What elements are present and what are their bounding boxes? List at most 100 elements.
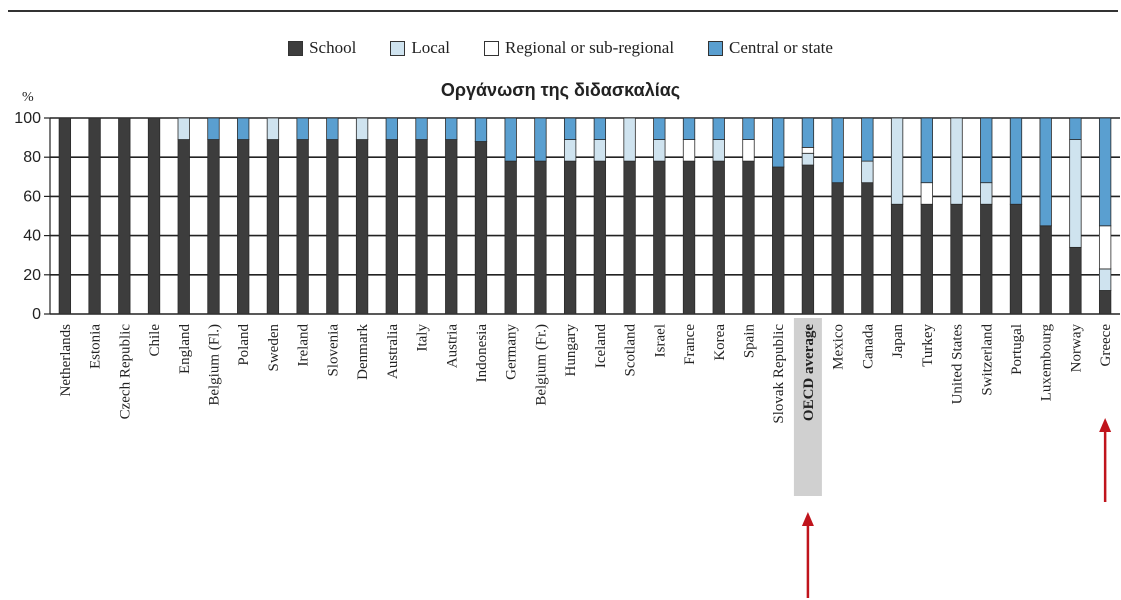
bar-segment-central-or-state [385, 117, 398, 140]
bar-segment-central-or-state [920, 117, 933, 184]
red-arrow-head [801, 512, 814, 526]
category-label: Japan [890, 324, 906, 359]
category-label: Slovenia [325, 324, 341, 377]
category-label: Switzerland [979, 324, 995, 396]
bar-segment-school [58, 117, 72, 315]
y-tick-label: 100 [14, 110, 41, 127]
legend-label-local: Local [411, 38, 451, 57]
bar-segment-local [861, 160, 874, 184]
bar-segment-central-or-state [415, 117, 428, 140]
bar-segment-central-or-state [296, 117, 309, 140]
category-label: Spain [741, 324, 757, 359]
bar-segment-school [177, 139, 190, 315]
category-label: Germany [504, 324, 520, 380]
bar-segment-central-or-state [801, 117, 815, 148]
bar-segment-school [682, 160, 696, 315]
bar-segment-school [772, 166, 785, 315]
bar-segment-central-or-state [712, 117, 725, 140]
bar-segment-central-or-state [474, 117, 488, 142]
bar-segment-school [504, 160, 517, 315]
bar-segment-school [563, 160, 577, 315]
category-label: Korea [712, 324, 728, 361]
bar-segment-central-or-state [980, 117, 993, 184]
y-tick-label: 20 [23, 267, 41, 284]
legend-swatch-local [390, 40, 406, 56]
highlight-band [793, 318, 822, 496]
category-label: Belgium (Fr.) [533, 324, 549, 406]
bar-segment-central-or-state [1009, 117, 1023, 205]
bar-segment-school [88, 117, 101, 315]
bar-segment-central-or-state [237, 117, 250, 140]
bar-segment-school [653, 160, 666, 315]
bar-segment-school [920, 203, 933, 315]
y-axis-unit: % [22, 90, 34, 105]
y-tick-label: 0 [32, 306, 41, 323]
bar-segment-school [534, 160, 547, 315]
bar-segment-school [445, 139, 458, 315]
bar-segment-school [1069, 246, 1082, 315]
bar-segment-school [237, 139, 250, 315]
red-arrow-head [1099, 418, 1112, 432]
category-label: Austria [444, 324, 460, 369]
bar-segment-school [118, 117, 131, 315]
bar-segment-school [147, 117, 161, 315]
category-label: Luxembourg [1039, 324, 1055, 402]
bar-segment-local [950, 117, 963, 205]
legend: School Local Regional or sub-regional Ce… [0, 38, 1121, 58]
category-label: Israel [652, 324, 668, 357]
bar-segment-school [742, 160, 755, 315]
bar-segment-local [177, 117, 190, 140]
legend-swatch-central [708, 40, 724, 56]
bar-segment-central-or-state [563, 117, 577, 140]
category-label: Czech Republic [117, 324, 133, 420]
bar-segment-central-or-state [1039, 117, 1052, 227]
category-label: Scotland [623, 324, 639, 377]
category-label: Poland [236, 324, 252, 366]
bar-segment-central-or-state [207, 117, 220, 140]
legend-item-local: Local [390, 38, 450, 58]
category-label: Italy [415, 324, 431, 352]
category-label: Chile [147, 324, 163, 357]
category-label: Portugal [1009, 324, 1025, 375]
bar-segment-school [1039, 225, 1052, 315]
category-label: France [682, 324, 698, 365]
bar-segment-school [1098, 290, 1112, 315]
bar-segment-local [980, 182, 993, 205]
y-tick-label: 40 [23, 228, 41, 245]
bar-segment-school [861, 182, 874, 315]
bar-segment-regional-or-sub-regional [801, 146, 815, 154]
bar-segment-regional-or-sub-regional [742, 139, 755, 162]
bar-segment-school [950, 203, 963, 315]
bar-segment-school [385, 139, 398, 315]
category-label: Denmark [355, 324, 371, 380]
bar-segment-local [890, 117, 904, 205]
bar-segment-school [623, 160, 636, 315]
y-tick-label: 80 [23, 149, 41, 166]
category-label: Hungary [563, 324, 579, 377]
legend-item-central: Central or state [708, 38, 833, 58]
bar-segment-school [712, 160, 725, 315]
bar-segment-school [980, 203, 993, 315]
legend-swatch-school [288, 40, 304, 56]
category-label: Netherlands [58, 324, 74, 397]
bar-segment-school [593, 160, 607, 315]
bar-segment-central-or-state [742, 117, 755, 140]
bar-segment-regional-or-sub-regional [682, 139, 696, 162]
bar-segment-local [1069, 139, 1082, 248]
bar-segment-central-or-state [682, 117, 696, 140]
bar-segment-local [712, 139, 725, 162]
bar-segment-school [355, 139, 369, 315]
bar-segment-central-or-state [534, 117, 547, 162]
category-label: Ireland [296, 324, 312, 367]
bar-segment-school [1009, 203, 1023, 315]
bar-segment-central-or-state [1098, 117, 1112, 227]
bar-segment-local [653, 139, 666, 162]
category-label: Turkey [920, 324, 936, 367]
category-label: Iceland [593, 324, 609, 369]
bar-segment-school [326, 139, 339, 315]
category-label: Indonesia [474, 324, 490, 383]
legend-label-central: Central or state [729, 38, 833, 57]
bar-segment-central-or-state [653, 117, 666, 140]
bar-segment-central-or-state [1069, 117, 1082, 140]
